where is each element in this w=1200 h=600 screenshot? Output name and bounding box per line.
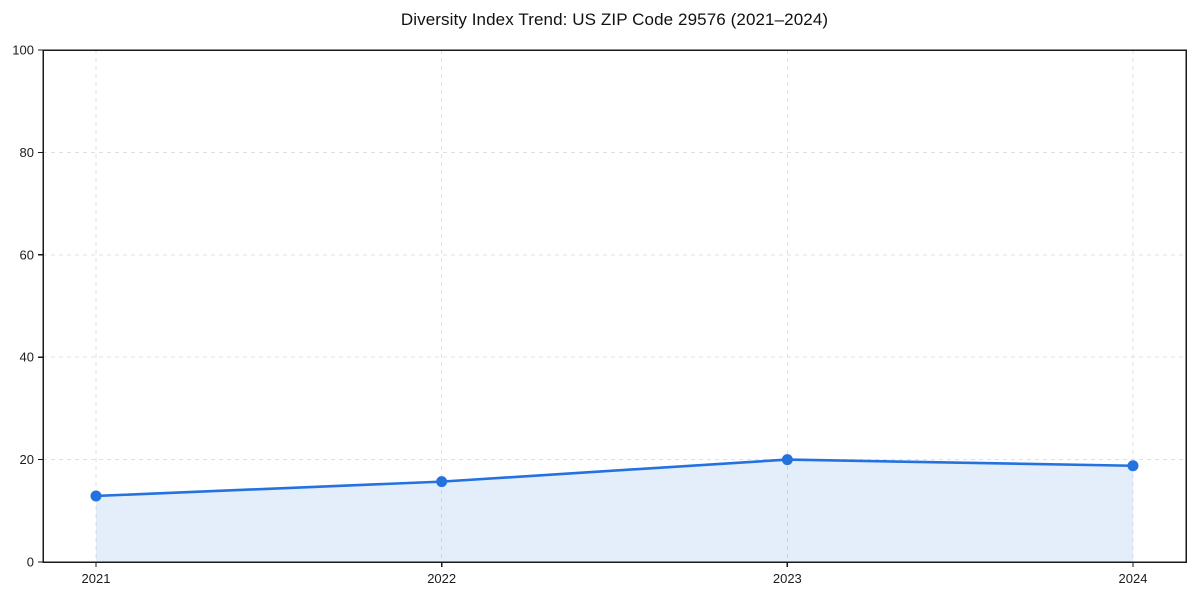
y-tick-label: 20 — [20, 452, 34, 467]
x-tick-label: 2023 — [773, 571, 802, 586]
data-point-2024 — [1127, 460, 1139, 472]
area-fill — [96, 459, 1133, 562]
data-points — [90, 454, 1139, 502]
y-tick-label: 100 — [12, 43, 34, 58]
x-tick-label: 2024 — [1119, 571, 1148, 586]
chart-title: Diversity Index Trend: US ZIP Code 29576… — [400, 10, 829, 29]
y-tick-label: 0 — [27, 555, 34, 570]
y-tick-label: 60 — [20, 247, 34, 262]
y-tick-label: 80 — [20, 145, 34, 160]
axis-tick-labels: 0 20 40 60 80 100 2021 2022 2023 2024 — [12, 43, 1147, 587]
trend-line — [94, 458, 1135, 498]
y-tick-label: 40 — [20, 350, 34, 365]
x-tick-label: 2021 — [82, 571, 111, 586]
plot-frame — [42, 49, 1187, 563]
data-point-2023 — [781, 454, 793, 466]
data-point-2022 — [436, 476, 448, 488]
axis-ticks — [38, 49, 1134, 567]
data-point-2021 — [90, 490, 102, 502]
x-tick-label: 2022 — [427, 571, 456, 586]
